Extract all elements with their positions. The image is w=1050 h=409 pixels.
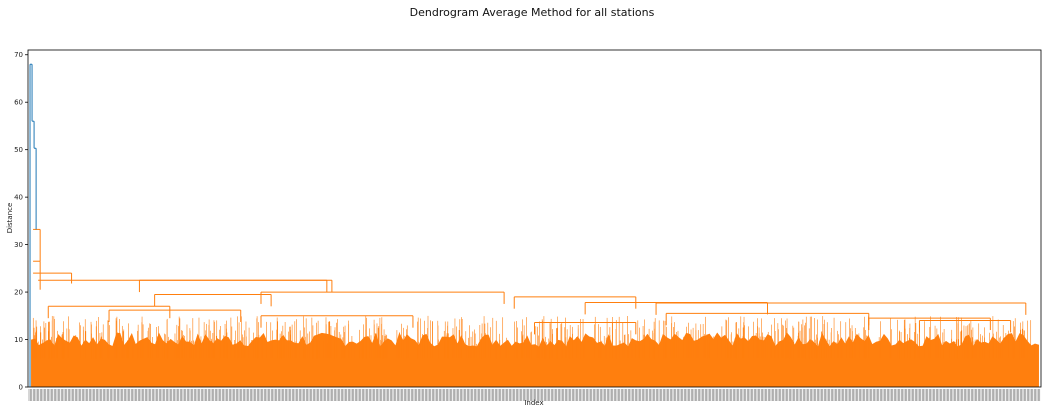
y-tick-label: 40 — [14, 194, 23, 202]
y-tick-label: 20 — [14, 289, 23, 297]
dendrogram-links — [29, 63, 1039, 387]
chart-title: Dendrogram Average Method for all statio… — [410, 6, 655, 19]
y-tick-label: 60 — [14, 99, 23, 107]
y-tick-label: 0 — [19, 384, 23, 392]
y-axis: 0 10 20 30 40 50 60 70 — [14, 51, 28, 392]
plot-frame — [27, 49, 1042, 388]
y-tick-label: 10 — [14, 336, 23, 344]
y-tick-label: 70 — [14, 51, 23, 59]
x-axis-label: Index — [524, 399, 543, 407]
leaf-label-band — [28, 389, 1041, 401]
y-axis-label: Distance — [6, 203, 14, 234]
y-tick-label: 50 — [14, 146, 23, 154]
y-tick-label: 30 — [14, 241, 23, 249]
